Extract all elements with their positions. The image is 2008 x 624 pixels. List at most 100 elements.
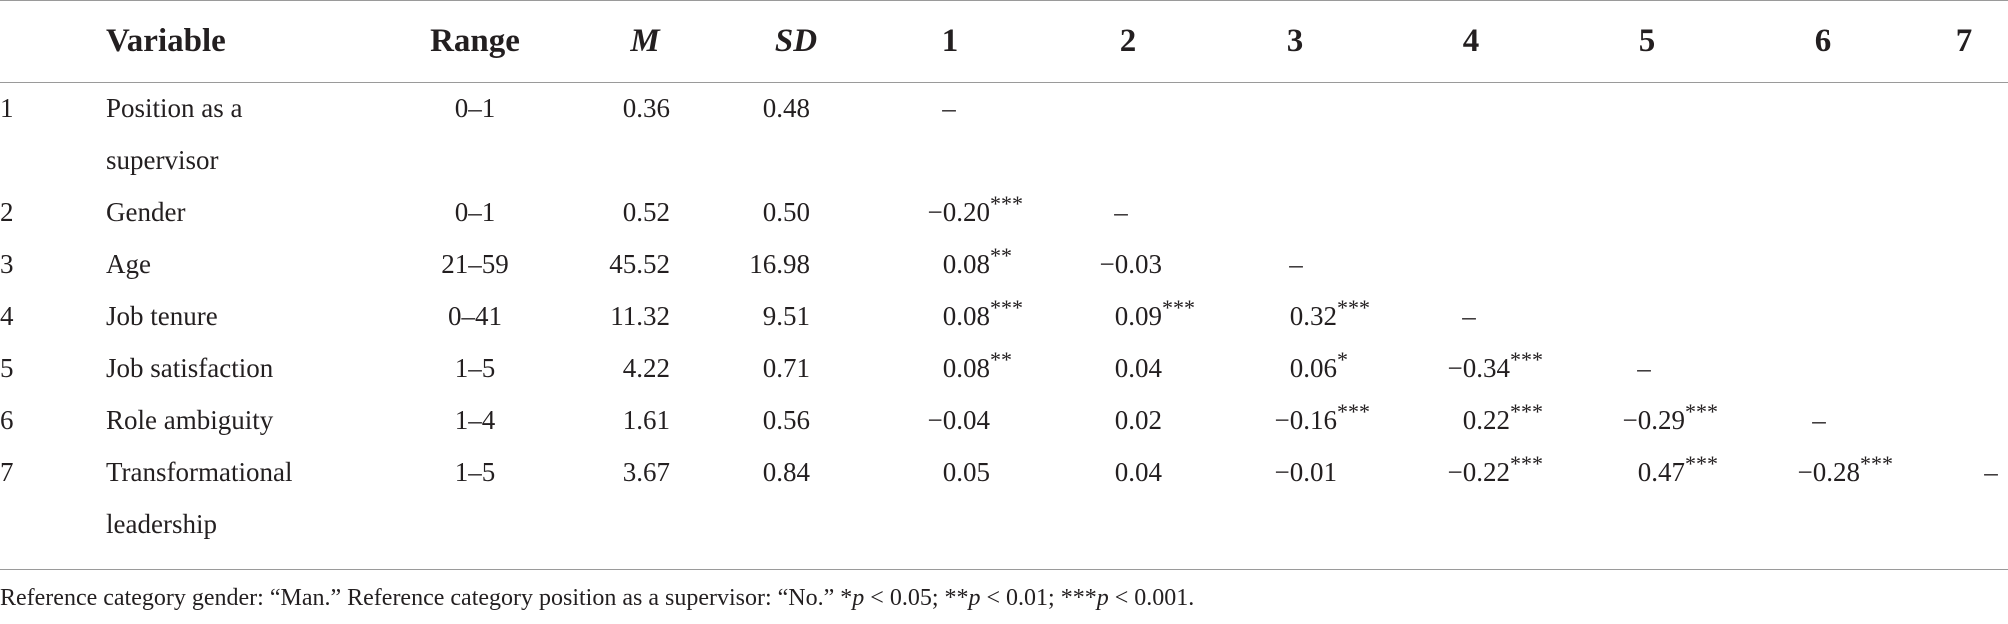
correlation-value: −0.16 — [1274, 405, 1337, 435]
row-number: 6 — [0, 405, 14, 435]
correlation-value: 0.08 — [942, 249, 990, 279]
correlation-value: – — [1289, 249, 1303, 279]
correlation-cell: – — [934, 82, 964, 134]
variable-name: Position as a — [106, 93, 243, 123]
footnote-threshold-2: < 0.01; — [980, 585, 1061, 611]
header-variable: Variable — [106, 23, 226, 59]
correlation-cell: 0.47 *** — [1563, 446, 1718, 498]
correlation-value: −0.03 — [1099, 249, 1162, 279]
row-number: 4 — [0, 301, 14, 331]
correlation-value: −0.22 — [1447, 457, 1510, 487]
table-footnote: Reference category gender: “Man.” Refere… — [0, 578, 1194, 618]
correlation-cell: 0.32 *** — [1215, 290, 1370, 342]
mean-cell: 3.67 — [622, 457, 670, 487]
correlation-cell: −0.03 — [1040, 238, 1162, 290]
correlation-cell: – — [1106, 186, 1136, 238]
mean-cell: 4.22 — [622, 353, 670, 383]
correlation-cell: 0.02 — [1040, 394, 1162, 446]
correlation-value: 0.04 — [1114, 457, 1162, 487]
significance-stars: *** — [1162, 295, 1195, 320]
footnote-threshold-3: < 0.001. — [1108, 585, 1195, 611]
correlation-cell: −0.29 *** — [1563, 394, 1718, 446]
header-col-5: 5 — [1638, 23, 1656, 59]
row-number: 7 — [0, 457, 14, 487]
correlation-cell: 0.08 *** — [868, 290, 1023, 342]
correlation-value: 0.08 — [942, 353, 990, 383]
correlation-cell: 0.22 *** — [1388, 394, 1543, 446]
correlation-value: 0.09 — [1114, 301, 1162, 331]
correlation-value: 0.08 — [942, 301, 990, 331]
correlation-cell: −0.01 — [1215, 446, 1337, 498]
footnote-sig-2: ** — [944, 585, 969, 611]
footnote-threshold-1: < 0.05; — [864, 585, 945, 611]
table-top-rule — [0, 0, 2008, 1]
variable-name-cont: leadership — [106, 509, 217, 539]
range-cell: 1–5 — [454, 353, 496, 383]
correlation-value: – — [1462, 301, 1476, 331]
correlation-cell: −0.20 *** — [868, 186, 1023, 238]
row-number: 5 — [0, 353, 14, 383]
sd-cell: 0.48 — [762, 93, 810, 123]
footnote-p-3: p — [1096, 585, 1109, 611]
correlation-cell: 0.06 * — [1215, 342, 1348, 394]
variable-name-cont: supervisor — [106, 145, 219, 175]
correlation-value: −0.01 — [1274, 457, 1337, 487]
significance-stars: *** — [990, 295, 1023, 320]
correlation-cell: 0.08 ** — [868, 238, 1012, 290]
correlation-cell: – — [1281, 238, 1311, 290]
correlation-value: −0.28 — [1797, 457, 1860, 487]
range-cell: 21–59 — [441, 249, 509, 279]
variable-name: Transformational — [106, 457, 293, 487]
significance-stars: *** — [1510, 347, 1543, 372]
range-cell: 0–1 — [454, 197, 496, 227]
correlation-value: 0.22 — [1462, 405, 1510, 435]
significance-stars: ** — [990, 347, 1012, 372]
significance-stars: *** — [1685, 451, 1718, 476]
header-col-1: 1 — [941, 23, 959, 59]
footnote-p-2: p — [968, 585, 981, 611]
header-mean: M — [630, 23, 660, 59]
correlation-cell: −0.16 *** — [1215, 394, 1370, 446]
significance-stars: *** — [1510, 399, 1543, 424]
correlation-value: −0.34 — [1447, 353, 1510, 383]
range-cell: 1–4 — [454, 405, 496, 435]
mean-cell: 11.32 — [610, 301, 670, 331]
row-number: 1 — [0, 93, 14, 123]
footnote-text: Reference category gender: “Man.” Refere… — [0, 585, 841, 611]
correlation-cell: – — [1804, 394, 1834, 446]
correlation-cell: – — [1629, 342, 1659, 394]
sd-cell: 16.98 — [749, 249, 810, 279]
correlation-value: 0.32 — [1289, 301, 1337, 331]
correlation-value: −0.04 — [927, 405, 990, 435]
correlation-value: 0.04 — [1114, 353, 1162, 383]
variable-name: Job satisfaction — [106, 353, 274, 383]
correlation-value: – — [1637, 353, 1651, 383]
correlation-value: 0.06 — [1289, 353, 1337, 383]
footnote-sig-1: * — [840, 585, 853, 611]
sd-cell: 0.84 — [762, 457, 810, 487]
significance-stars: *** — [990, 191, 1023, 216]
correlation-cell: – — [1454, 290, 1484, 342]
correlation-value: – — [1114, 197, 1128, 227]
header-col-7: 7 — [1955, 23, 1973, 59]
correlation-cell: – — [1976, 446, 2006, 498]
footnote-sig-3: *** — [1060, 585, 1097, 611]
correlation-cell: −0.28 *** — [1738, 446, 1893, 498]
significance-stars: * — [1337, 347, 1348, 372]
sd-cell: 0.50 — [762, 197, 810, 227]
range-cell: 0–1 — [454, 93, 496, 123]
mean-cell: 0.52 — [622, 197, 670, 227]
correlation-cell: 0.08 ** — [868, 342, 1012, 394]
correlation-value: – — [942, 93, 956, 123]
header-col-3: 3 — [1286, 23, 1304, 59]
sd-cell: 9.51 — [762, 301, 810, 331]
correlation-cell: 0.04 — [1040, 446, 1162, 498]
significance-stars: *** — [1685, 399, 1718, 424]
significance-stars: *** — [1337, 399, 1370, 424]
header-range: Range — [430, 23, 520, 59]
range-cell: 1–5 — [454, 457, 496, 487]
range-cell: 0–41 — [448, 301, 502, 331]
mean-cell: 0.36 — [622, 93, 670, 123]
variable-name: Job tenure — [106, 301, 218, 331]
header-col-4: 4 — [1462, 23, 1480, 59]
